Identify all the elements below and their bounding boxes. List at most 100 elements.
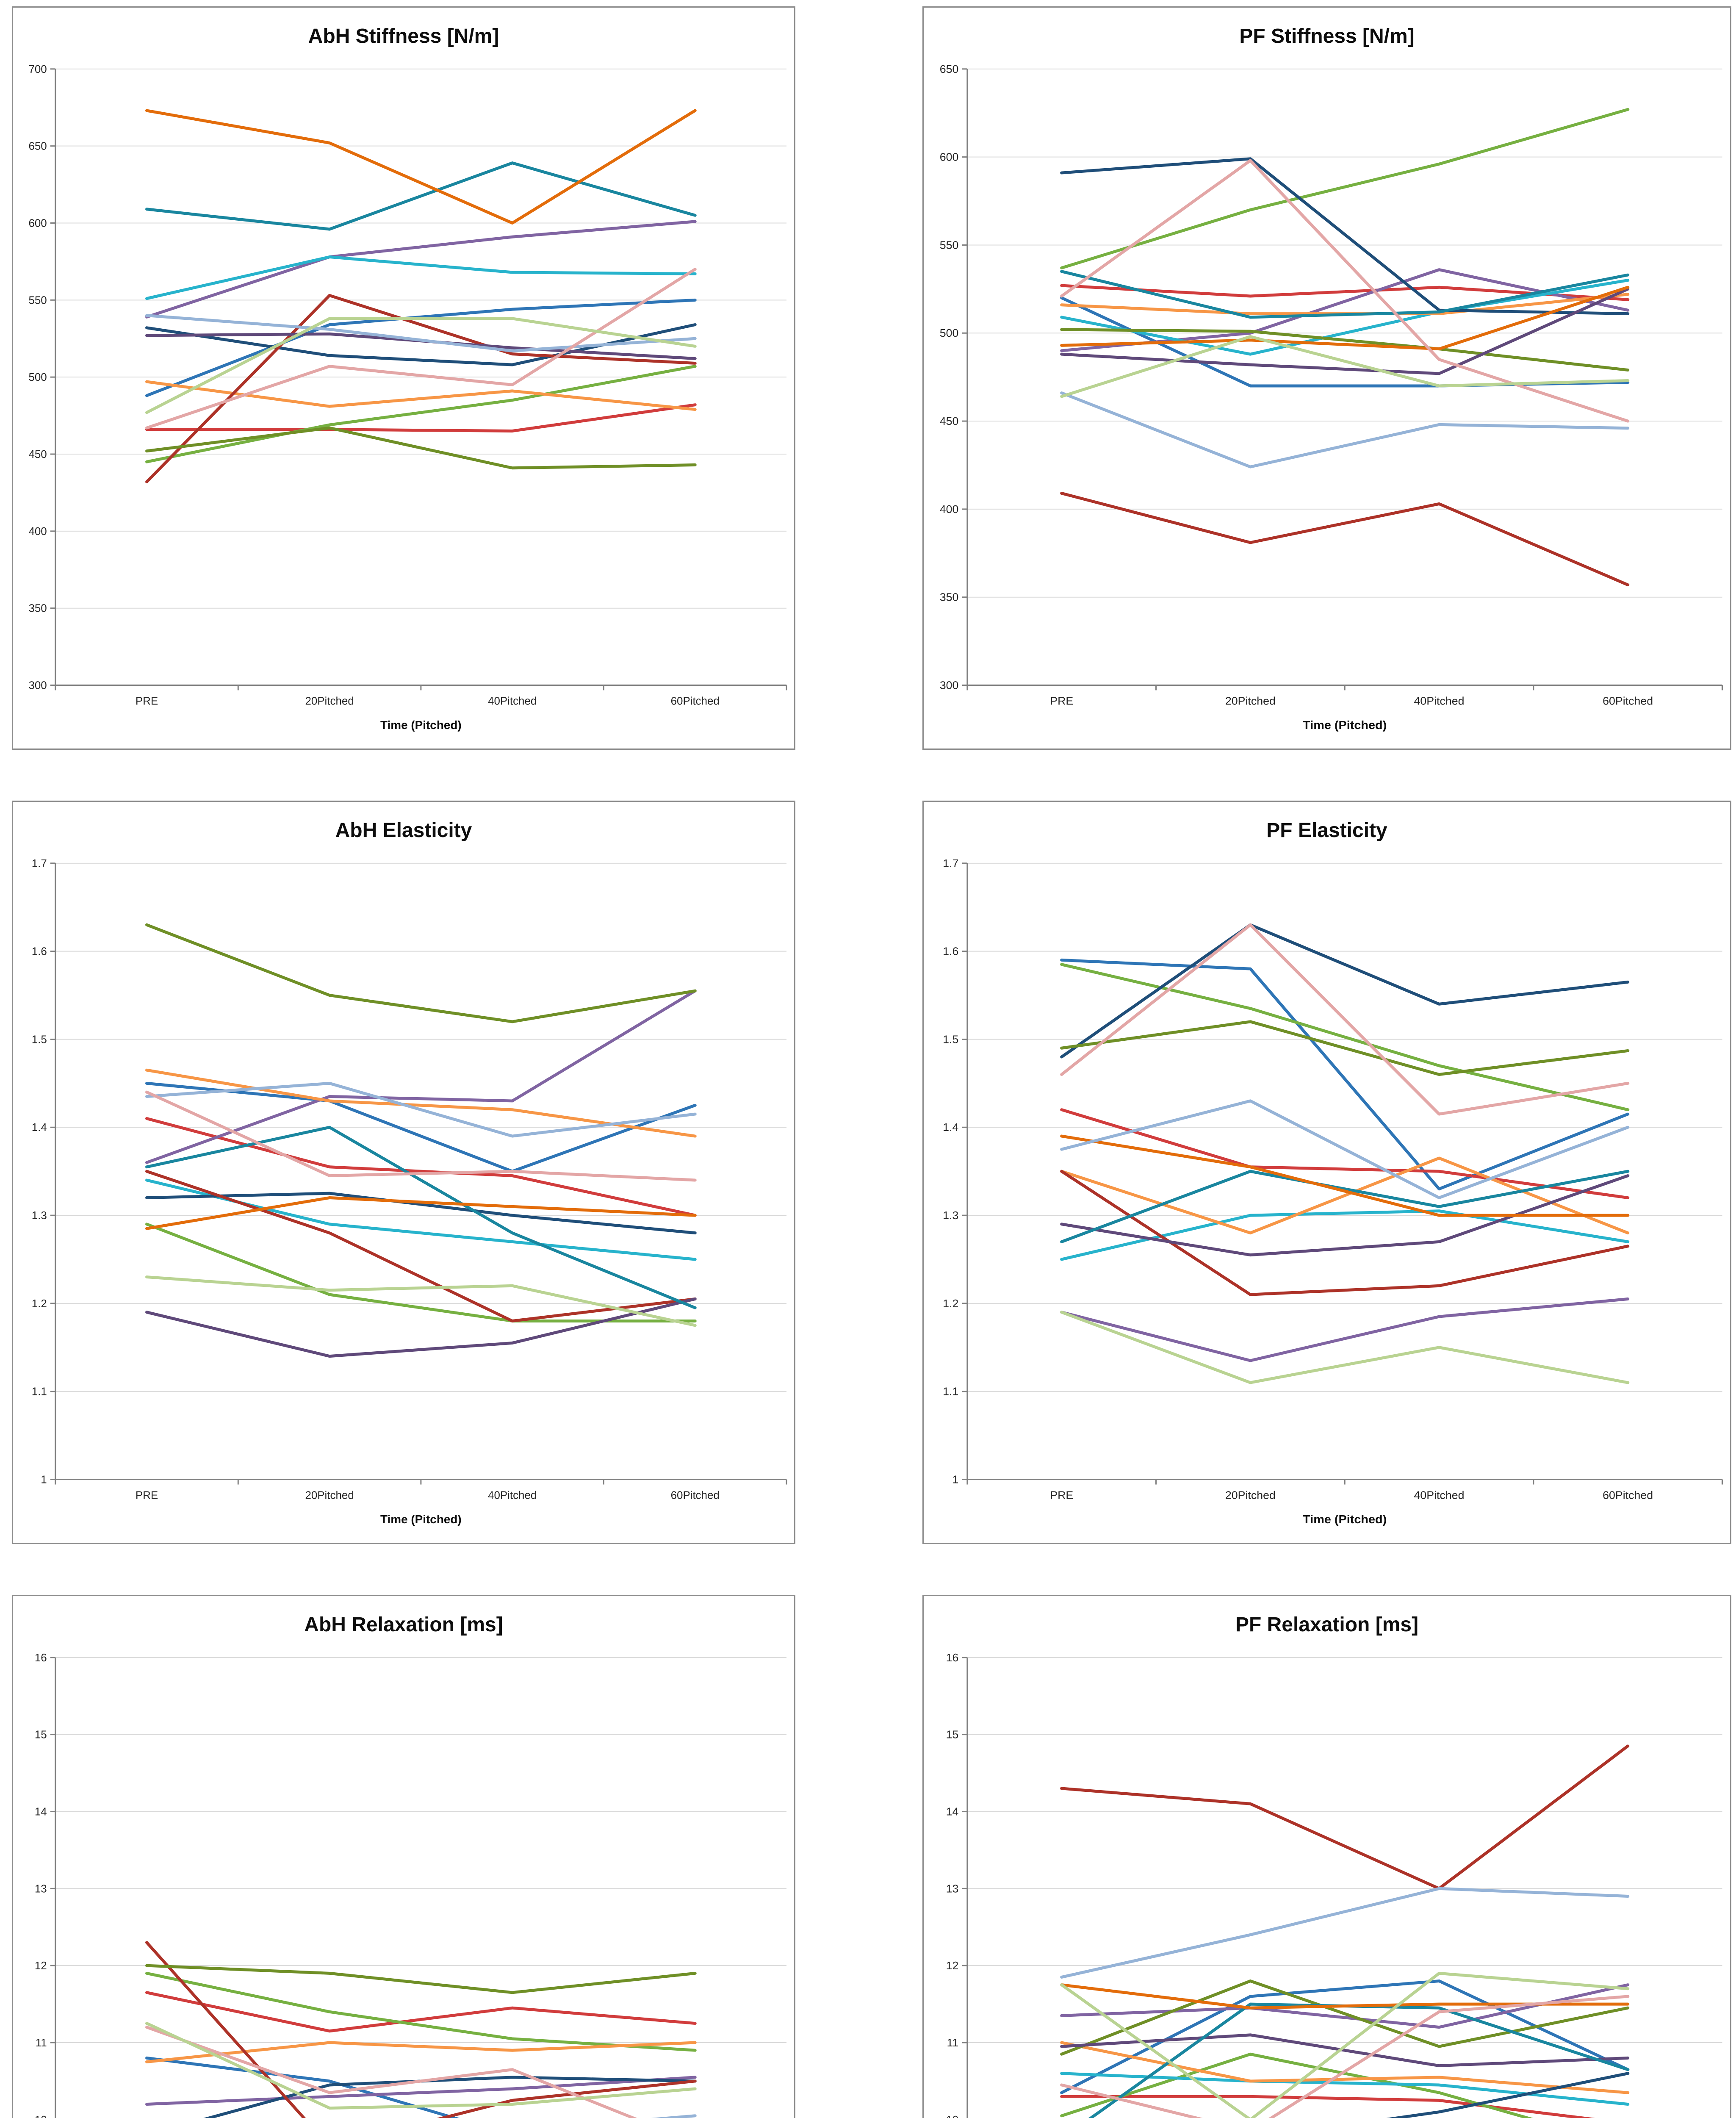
series-line <box>1060 923 1630 1059</box>
series-line <box>145 294 697 483</box>
series-line <box>145 1126 697 1309</box>
y-tick-label: 1.5 <box>943 1033 958 1046</box>
x-category-label: 20Pitched <box>305 695 354 707</box>
series-line <box>145 1081 697 1138</box>
series-line <box>1060 287 1630 375</box>
y-tick-label: 450 <box>940 415 959 427</box>
x-category-label: 60Pitched <box>671 1489 720 1501</box>
chart-title: AbH Stiffness [N/m] <box>308 25 499 47</box>
line-plot-abh-relaxation: 8910111213141516PRE20Pitched40Pitched60P… <box>35 1652 787 2118</box>
series-line <box>1060 1995 1630 2118</box>
series-line <box>1060 270 1630 319</box>
y-tick-label: 1.5 <box>32 1034 47 1045</box>
series-line <box>1060 963 1630 1112</box>
y-tick-label: 550 <box>28 294 47 306</box>
series-line <box>1060 159 1630 423</box>
series-line <box>1060 1311 1630 1384</box>
series-line <box>145 1090 697 1182</box>
y-tick-label: 400 <box>28 526 47 538</box>
series-line <box>145 1192 697 1235</box>
series-line <box>1060 157 1630 316</box>
line-plot-pf-relaxation: 8910111213141516PRE20Pitched40Pitched60P… <box>946 1651 1722 2118</box>
series-line <box>1060 2052 1534 2118</box>
series-line <box>145 365 697 463</box>
y-tick-label: 1.3 <box>943 1209 958 1222</box>
y-tick-label: 600 <box>28 217 47 229</box>
y-tick-label: 1.4 <box>943 1121 958 1134</box>
series-line <box>145 1971 697 2052</box>
series-line <box>145 255 697 300</box>
y-tick-label: 350 <box>940 591 959 604</box>
line-plot-pf-elasticity: 1 1.1 1.2 1.3 1.4 1.5 1.6 1.7 PRE 20Pitched 40Pitc… <box>943 857 1723 1526</box>
series-line <box>145 332 697 360</box>
series-line <box>1060 2033 1630 2068</box>
y-tick-label: 1.1 <box>943 1385 958 1398</box>
x-axis-title: Time (Pitched) <box>380 718 462 732</box>
series-line <box>145 1196 697 1230</box>
y-tick-label: 600 <box>940 151 959 164</box>
series-line <box>1060 1887 1630 1979</box>
series-line <box>1060 1174 1630 1257</box>
series-line <box>1060 1020 1630 1076</box>
series-line <box>145 298 697 397</box>
series-line <box>145 314 697 352</box>
y-tick-label: 10 <box>35 2114 47 2118</box>
y-tick-label: 500 <box>940 327 959 340</box>
x-category-label: PRE <box>1050 1489 1073 1502</box>
series-line <box>145 380 697 411</box>
series-line <box>1060 923 1630 1116</box>
x-category-label: PRE <box>136 1489 158 1501</box>
y-tick-label: 1.1 <box>32 1386 47 1398</box>
series-line <box>145 109 697 225</box>
series-line <box>145 2041 697 2063</box>
series-line <box>1060 108 1630 269</box>
x-category-label: PRE <box>136 695 158 707</box>
y-tick-label: 13 <box>946 1882 959 1895</box>
y-tick-label: 300 <box>940 679 959 692</box>
series-line <box>145 1991 697 2033</box>
y-tick-label: 1.7 <box>943 857 958 870</box>
y-tick-label: 11 <box>36 2037 47 2049</box>
series-line <box>1060 958 1630 1191</box>
series-line <box>1060 391 1630 469</box>
y-tick-label: 10 <box>946 2113 959 2118</box>
series-line <box>145 2026 637 2118</box>
chart-title: AbH Relaxation [ms] <box>304 1613 503 1636</box>
y-tick-label: 15 <box>946 1728 959 1741</box>
x-axis-title: Time (Pitched) <box>1303 1513 1387 1526</box>
chart-panel-pf-stiffness: PF Stiffness [N/m] 300 350 400 450 500 550 600… <box>922 6 1731 750</box>
y-tick-label: 1 <box>41 1474 47 1486</box>
series-line <box>145 1170 697 1322</box>
series-line <box>1060 335 1630 398</box>
y-tick-label: 16 <box>35 1652 47 1664</box>
line-plot-abh-stiffness: 300 350 400 450 500 550 600 650 700 PRE 20Pitched 4… <box>28 64 787 732</box>
series-line <box>145 1964 697 1994</box>
y-tick-label: 12 <box>946 1960 959 1972</box>
series-line <box>1060 279 1630 356</box>
y-tick-label: 1.7 <box>32 858 47 870</box>
series-line <box>1060 1297 1630 1362</box>
series-line <box>145 1941 697 2118</box>
x-axis-title: Time (Pitched) <box>1303 719 1387 732</box>
series-line <box>145 2022 697 2110</box>
series-line <box>145 161 697 231</box>
series-line <box>1060 1156 1630 1235</box>
series-line <box>145 1275 697 1327</box>
x-category-label: 40Pitched <box>1414 1489 1465 1502</box>
series-line <box>145 2076 697 2106</box>
y-tick-label: 300 <box>28 680 47 692</box>
y-tick-label: 12 <box>35 1960 47 1972</box>
y-tick-label: 700 <box>28 64 47 75</box>
x-category-label: 40Pitched <box>1414 695 1465 707</box>
x-category-label: 40Pitched <box>488 1489 537 1501</box>
series-line <box>1060 2072 1630 2106</box>
chart-title: AbH Elasticity <box>335 819 472 842</box>
series-line <box>1060 286 1630 351</box>
y-tick-label: 550 <box>940 239 959 252</box>
line-plot-pf-stiffness: 300 350 400 450 500 550 600 650 PRE 20Pitched 40Pi… <box>940 63 1723 732</box>
chart-panel-abh-stiffness: AbH Stiffness [N/m] 300 350 400 450 500 550 60… <box>12 6 795 750</box>
y-tick-label: 16 <box>946 1651 959 1664</box>
x-category-label: 20Pitched <box>305 1489 354 1501</box>
x-category-label: 20Pitched <box>1225 695 1276 707</box>
